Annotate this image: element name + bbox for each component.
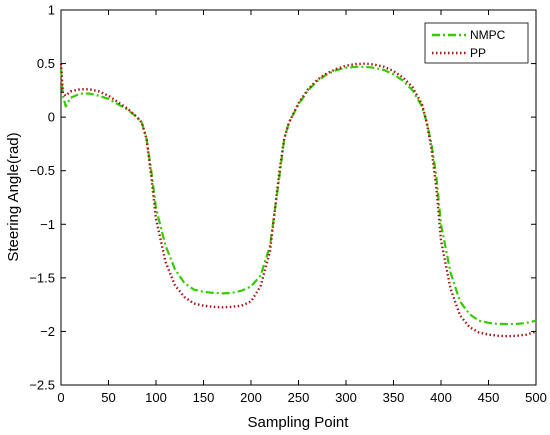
- y-tick-label: −1.5: [29, 270, 55, 285]
- y-axis-label: Steering Angle(rad): [5, 132, 22, 261]
- legend-box: [424, 22, 529, 64]
- y-tick-label: 0.5: [37, 56, 55, 71]
- x-tick-label: 450: [478, 390, 500, 405]
- y-tick-label: −2: [40, 324, 55, 339]
- y-tick-label: −0.5: [29, 163, 55, 178]
- series-line-pp: [59, 62, 537, 338]
- plot-area-frame: [60, 9, 537, 386]
- legend-label-nmpc: NMPC: [470, 28, 506, 42]
- x-tick-label: 100: [145, 390, 167, 405]
- x-tick-label: 350: [383, 390, 405, 405]
- x-tick-label: 0: [57, 390, 64, 405]
- x-tick-label: 300: [335, 390, 357, 405]
- series-layer: [59, 62, 537, 338]
- x-tick-label: 500: [525, 390, 547, 405]
- x-tick-label: 400: [430, 390, 452, 405]
- y-tick-label: 1: [48, 3, 55, 18]
- x-tick-label: 250: [288, 390, 310, 405]
- x-tick-label: 50: [101, 390, 115, 405]
- x-axis-label: Sampling Point: [248, 414, 350, 431]
- y-tick-label: 0: [48, 110, 55, 125]
- legend-label-pp: PP: [470, 46, 486, 60]
- legend: NMPC PP: [424, 22, 529, 64]
- x-tick-label: 150: [193, 390, 215, 405]
- y-axis-ticks: 1 0.5 0 −0.5 −1 −1.5 −2 −2.5: [29, 3, 536, 393]
- y-tick-label: −2.5: [29, 378, 55, 393]
- y-tick-label: −1: [40, 217, 55, 232]
- x-axis-ticks: 0 50 100 150 200 250 300 350 400 450 500: [57, 10, 547, 405]
- x-tick-label: 200: [240, 390, 262, 405]
